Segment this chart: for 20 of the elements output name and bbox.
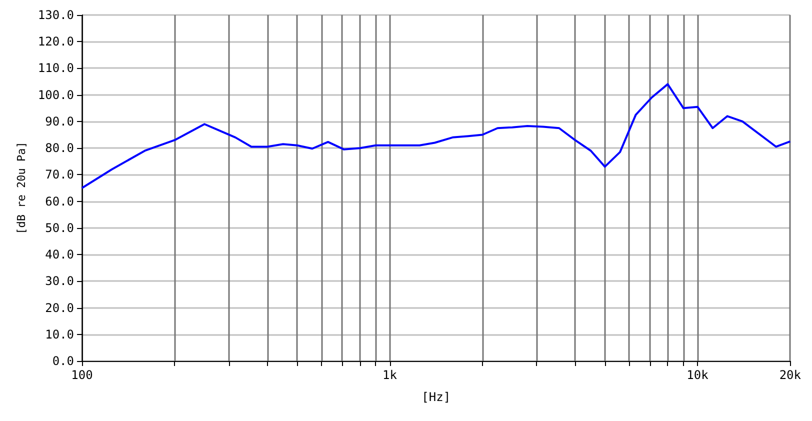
y-tick-label: 120.0 xyxy=(38,34,74,49)
y-tick-label: 30.0 xyxy=(45,274,74,288)
y-tick-label: 130.0 xyxy=(38,8,74,22)
y-tick-label: 20.0 xyxy=(45,300,74,315)
y-tick-label: 10.0 xyxy=(45,327,74,342)
y-tick-label: 40.0 xyxy=(45,248,74,262)
y-tick-label: 60.0 xyxy=(45,194,74,208)
y-tick-label: 100.0 xyxy=(38,88,74,102)
x-axis-title: [Hz] xyxy=(422,390,451,404)
y-tick-label: 70.0 xyxy=(45,168,74,182)
x-tick-label: 100 xyxy=(71,368,93,382)
y-axis-title: [dB re 20u Pa] xyxy=(15,142,28,234)
x-tick-label: 20k xyxy=(779,368,802,382)
y-tick-label: 80.0 xyxy=(45,141,74,156)
x-tick-label: 1k xyxy=(382,368,398,382)
x-tick-label: 10k xyxy=(686,368,710,382)
y-tick-label: 50.0 xyxy=(45,220,74,235)
y-tick-label: 90.0 xyxy=(45,114,74,128)
y-tick-label: 110.0 xyxy=(38,61,74,76)
y-tick-label: 0.0 xyxy=(52,354,74,368)
